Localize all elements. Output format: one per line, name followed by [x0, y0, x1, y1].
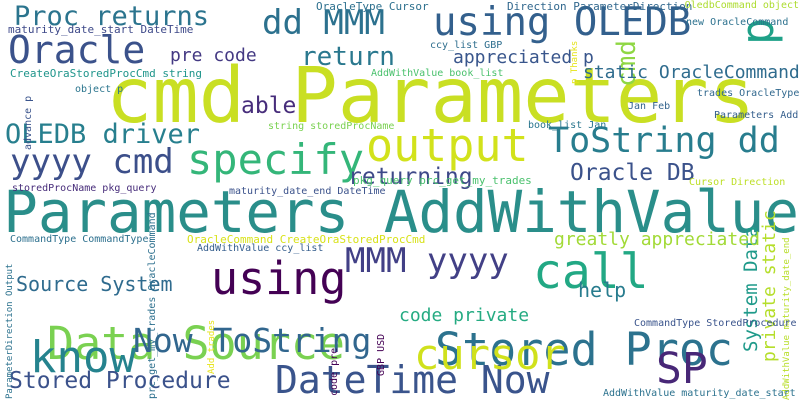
cloud-word: AddWithValue book_list [371, 68, 504, 79]
cloud-word: appreciated p [453, 47, 594, 68]
cloud-word: Stored Procedure [9, 368, 231, 394]
cloud-word: AddWithValue ccy_list [197, 243, 324, 254]
cloud-word: OledbCommand object [684, 0, 799, 11]
cloud-word: Parameters Add [714, 110, 799, 121]
cloud-word: output [366, 119, 529, 172]
cloud-word: CommandType CommandType [10, 234, 149, 245]
cloud-word: code private [399, 305, 530, 326]
cloud-word: storedProcName pkg_query [12, 183, 157, 194]
cloud-word: p Thanks [570, 40, 580, 84]
cloud-word: AddWithValue maturity_date_start [603, 388, 796, 399]
cloud-word: prc_get_my_trades OracleCommand [147, 212, 158, 399]
cloud-word: Parameters AddWithValue [3, 179, 799, 246]
cloud-word: ccy_list GBP [430, 40, 503, 51]
cloud-word: MMM yyyy [345, 241, 509, 281]
cloud-word: OLEDB driver [5, 119, 201, 150]
cloud-word: using OLEDB [433, 0, 692, 45]
cloud-word: OracleCommand CreateOraStoredProcCmd [187, 233, 426, 246]
cloud-word: Data Source [47, 317, 346, 370]
cloud-word: SP [656, 344, 708, 394]
cloud-word: Proc returns [14, 1, 210, 32]
cloud-word: new OracleCommand [686, 17, 789, 28]
cloud-word: maturity_date_start DateTime [8, 23, 194, 36]
cloud-word: specify [187, 135, 365, 184]
cloud-word: Oracle DB [570, 160, 695, 186]
cloud-word: Now ToString [133, 321, 372, 360]
cloud-word: code pre [329, 347, 340, 396]
cloud-word: private static [759, 210, 780, 362]
cloud-word: Stored Proc [435, 323, 734, 376]
cloud-word: Add trades [207, 319, 217, 374]
cloud-word: DateTime Now [275, 358, 550, 400]
cloud-word: return [301, 42, 395, 72]
cloud-word: trades OracleType [697, 88, 800, 99]
cloud-word: object p [75, 84, 124, 95]
cloud-word: yyyy cmd [10, 142, 174, 182]
cloud-word: returning [348, 164, 473, 190]
cloud-word: greatly appreciated [554, 229, 760, 250]
cloud-word: Cursor Direction [689, 177, 786, 188]
cloud-word: CommandType StoredProcedure [634, 318, 797, 329]
cloud-word: help [578, 278, 627, 302]
cloud-word: Direction ParameterDirection [507, 0, 693, 13]
cloud-word: maturity_date_end DateTime [229, 186, 386, 197]
cloud-word: book_list Jan [528, 120, 607, 131]
cloud-word: using [211, 252, 347, 305]
cloud-word: call [533, 244, 649, 300]
cloud-word: pre code [170, 45, 257, 66]
cloud-word: Oracle [8, 28, 146, 72]
cloud-word: dd MMM [262, 3, 385, 43]
cloud-word: cmd Parameters [106, 52, 756, 141]
cloud-word: ToString dd [548, 121, 780, 161]
cloud-word: GBP USD [376, 333, 387, 376]
cloud-word: know [30, 332, 136, 383]
cloud-word: advance p [23, 95, 34, 150]
cloud-word: pkg_query prc_get_my_trades [353, 174, 532, 187]
cloud-word: CreateOraStoredProcCmd string [10, 67, 203, 80]
cloud-word: ParameterDirection Output [5, 263, 15, 399]
cloud-word: OracleType Cursor [316, 0, 429, 13]
cloud-word: cursor [414, 330, 566, 379]
cloud-word: string storedProcName [268, 121, 395, 132]
cloud-word: static OracleCommand [583, 62, 800, 83]
cloud-word: Jan Feb [628, 101, 671, 112]
cloud-word: Source System [16, 272, 173, 296]
cloud-word: able [241, 93, 297, 119]
